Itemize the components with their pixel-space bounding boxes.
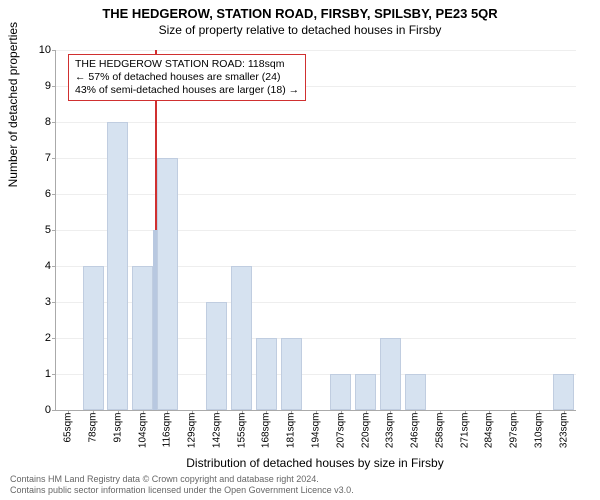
x-tick-label: 284sqm [484,413,495,449]
x-tick-label: 207sqm [335,413,346,449]
histogram-bar [355,374,376,410]
y-tick-label: 5 [36,224,51,236]
y-tick-label: 1 [36,368,51,380]
y-axis-label: Number of detached properties [6,22,20,187]
gridline [56,194,576,195]
x-tick-label: 233sqm [385,413,396,449]
histogram-bar [553,374,574,410]
plot-region: 01234567891065sqm78sqm91sqm104sqm116sqm1… [55,50,576,411]
y-tick-label: 8 [36,116,51,128]
x-tick-label: 258sqm [434,413,445,449]
x-tick-label: 78sqm [88,413,99,443]
y-tick-mark [52,338,56,339]
y-tick-label: 0 [36,404,51,416]
gridline [56,158,576,159]
x-tick-label: 168sqm [261,413,272,449]
y-tick-mark [52,50,56,51]
x-tick-label: 142sqm [211,413,222,449]
histogram-bar [231,266,252,410]
x-tick-label: 297sqm [509,413,520,449]
chart-area: Number of detached properties 0123456789… [55,50,575,410]
footer-line: Contains public sector information licen… [10,485,354,496]
histogram-bar [83,266,104,410]
histogram-bar [157,158,178,410]
annotation-line: 43% of semi-detached houses are larger (… [75,84,299,97]
y-tick-label: 6 [36,188,51,200]
footer-attribution: Contains HM Land Registry data © Crown c… [10,474,354,496]
gridline [56,50,576,51]
x-tick-label: 271sqm [459,413,470,449]
y-tick-label: 7 [36,152,51,164]
y-tick-mark [52,410,56,411]
chart-subtitle: Size of property relative to detached ho… [0,21,600,37]
y-tick-mark [52,194,56,195]
histogram-bar [380,338,401,410]
annotation-line: THE HEDGEROW STATION ROAD: 118sqm [75,58,299,71]
x-tick-label: 116sqm [162,413,173,448]
histogram-bar [256,338,277,410]
x-tick-label: 129sqm [187,413,198,449]
y-tick-label: 3 [36,296,51,308]
x-tick-label: 220sqm [360,413,371,449]
histogram-bar [132,266,153,410]
x-tick-label: 91sqm [112,413,123,443]
reference-bar [153,230,157,410]
x-tick-label: 155sqm [236,413,247,449]
x-tick-label: 104sqm [137,413,148,449]
y-tick-mark [52,158,56,159]
y-tick-label: 10 [36,44,51,56]
y-tick-label: 2 [36,332,51,344]
gridline [56,122,576,123]
x-tick-label: 181sqm [286,413,297,449]
annotation-box: THE HEDGEROW STATION ROAD: 118sqm← 57% o… [68,54,306,101]
x-tick-label: 65sqm [63,413,74,443]
histogram-bar [405,374,426,410]
chart-container: THE HEDGEROW, STATION ROAD, FIRSBY, SPIL… [0,0,600,500]
histogram-bar [107,122,128,410]
x-tick-label: 323sqm [558,413,569,449]
y-tick-mark [52,86,56,87]
y-tick-mark [52,122,56,123]
y-tick-mark [52,266,56,267]
x-tick-label: 194sqm [311,413,322,449]
histogram-bar [206,302,227,410]
histogram-bar [330,374,351,410]
y-tick-label: 9 [36,80,51,92]
y-tick-mark [52,230,56,231]
chart-title: THE HEDGEROW, STATION ROAD, FIRSBY, SPIL… [0,0,600,21]
x-axis-label: Distribution of detached houses by size … [55,456,575,470]
histogram-bar [281,338,302,410]
annotation-line: ← 57% of detached houses are smaller (24… [75,71,299,84]
y-tick-mark [52,302,56,303]
gridline [56,230,576,231]
x-tick-label: 310sqm [533,413,544,449]
footer-line: Contains HM Land Registry data © Crown c… [10,474,354,485]
x-tick-label: 246sqm [410,413,421,449]
y-tick-mark [52,374,56,375]
y-tick-label: 4 [36,260,51,272]
